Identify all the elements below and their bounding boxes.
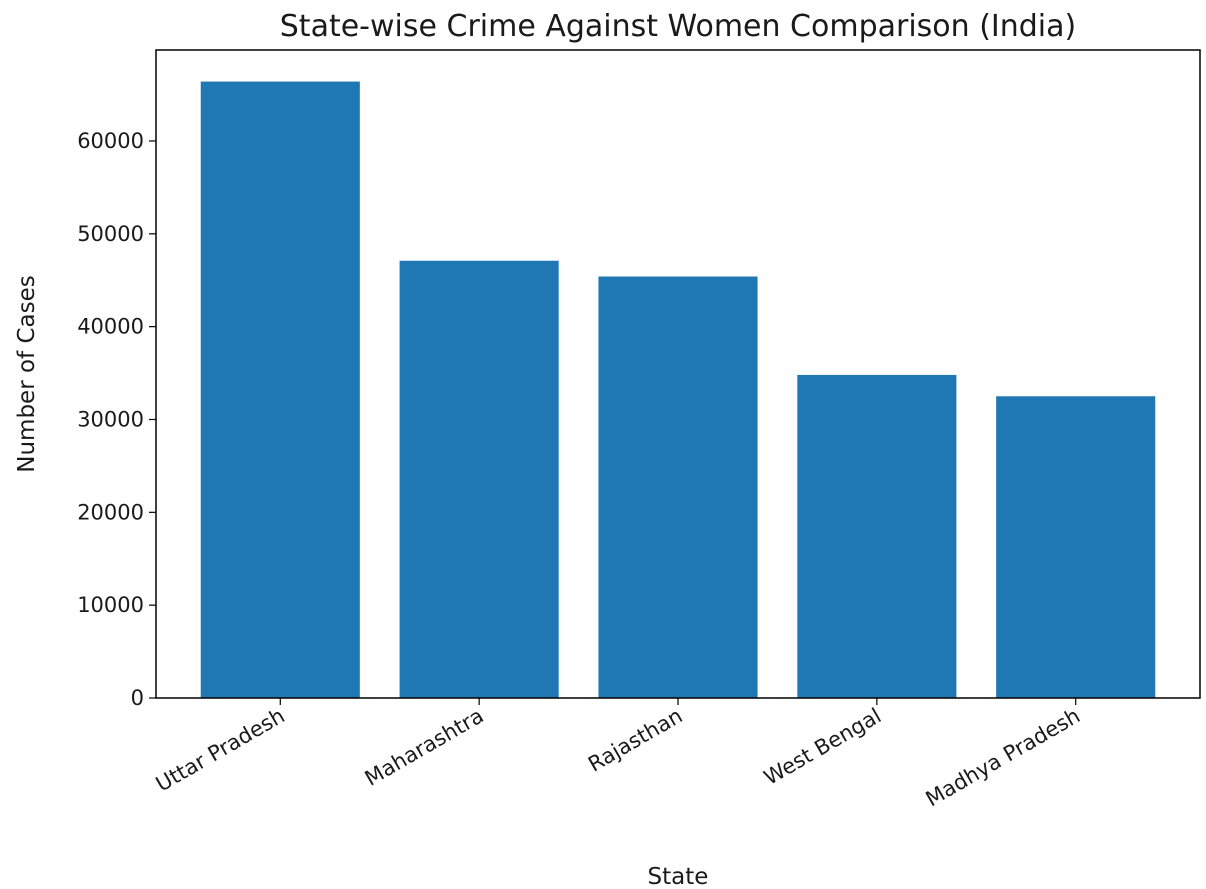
x-tick-label: Madhya Pradesh xyxy=(922,704,1085,812)
bar xyxy=(797,374,957,698)
plot-frame xyxy=(155,49,1201,699)
bars xyxy=(200,81,1156,699)
y-tick-label: 30000 xyxy=(77,407,144,431)
bar xyxy=(399,260,559,698)
x-axis-ticks: Uttar Pradesh Maharashtra Rajasthan West Be… xyxy=(152,698,1084,811)
x-axis-label: State xyxy=(648,864,709,889)
y-axis-label: Number of Cases xyxy=(14,275,40,472)
y-axis-ticks: 0 10000 20000 30000 40000 50000 60000 xyxy=(77,129,156,710)
y-tick-label: 0 xyxy=(131,686,144,710)
x-tick-label: Uttar Pradesh xyxy=(152,704,289,797)
y-tick-label: 40000 xyxy=(77,315,144,339)
chart-title: State-wise Crime Against Women Compariso… xyxy=(280,9,1076,44)
x-tick-label: West Bengal xyxy=(760,704,885,790)
y-tick-label: 20000 xyxy=(77,500,144,524)
x-tick-label: Rajasthan xyxy=(584,704,686,777)
y-tick-label: 10000 xyxy=(77,593,144,617)
x-tick-label: Maharashtra xyxy=(361,704,488,791)
bar xyxy=(200,81,360,699)
y-tick-label: 60000 xyxy=(77,129,144,153)
bar xyxy=(996,396,1156,698)
bar xyxy=(598,276,758,698)
y-tick-label: 50000 xyxy=(77,222,144,246)
